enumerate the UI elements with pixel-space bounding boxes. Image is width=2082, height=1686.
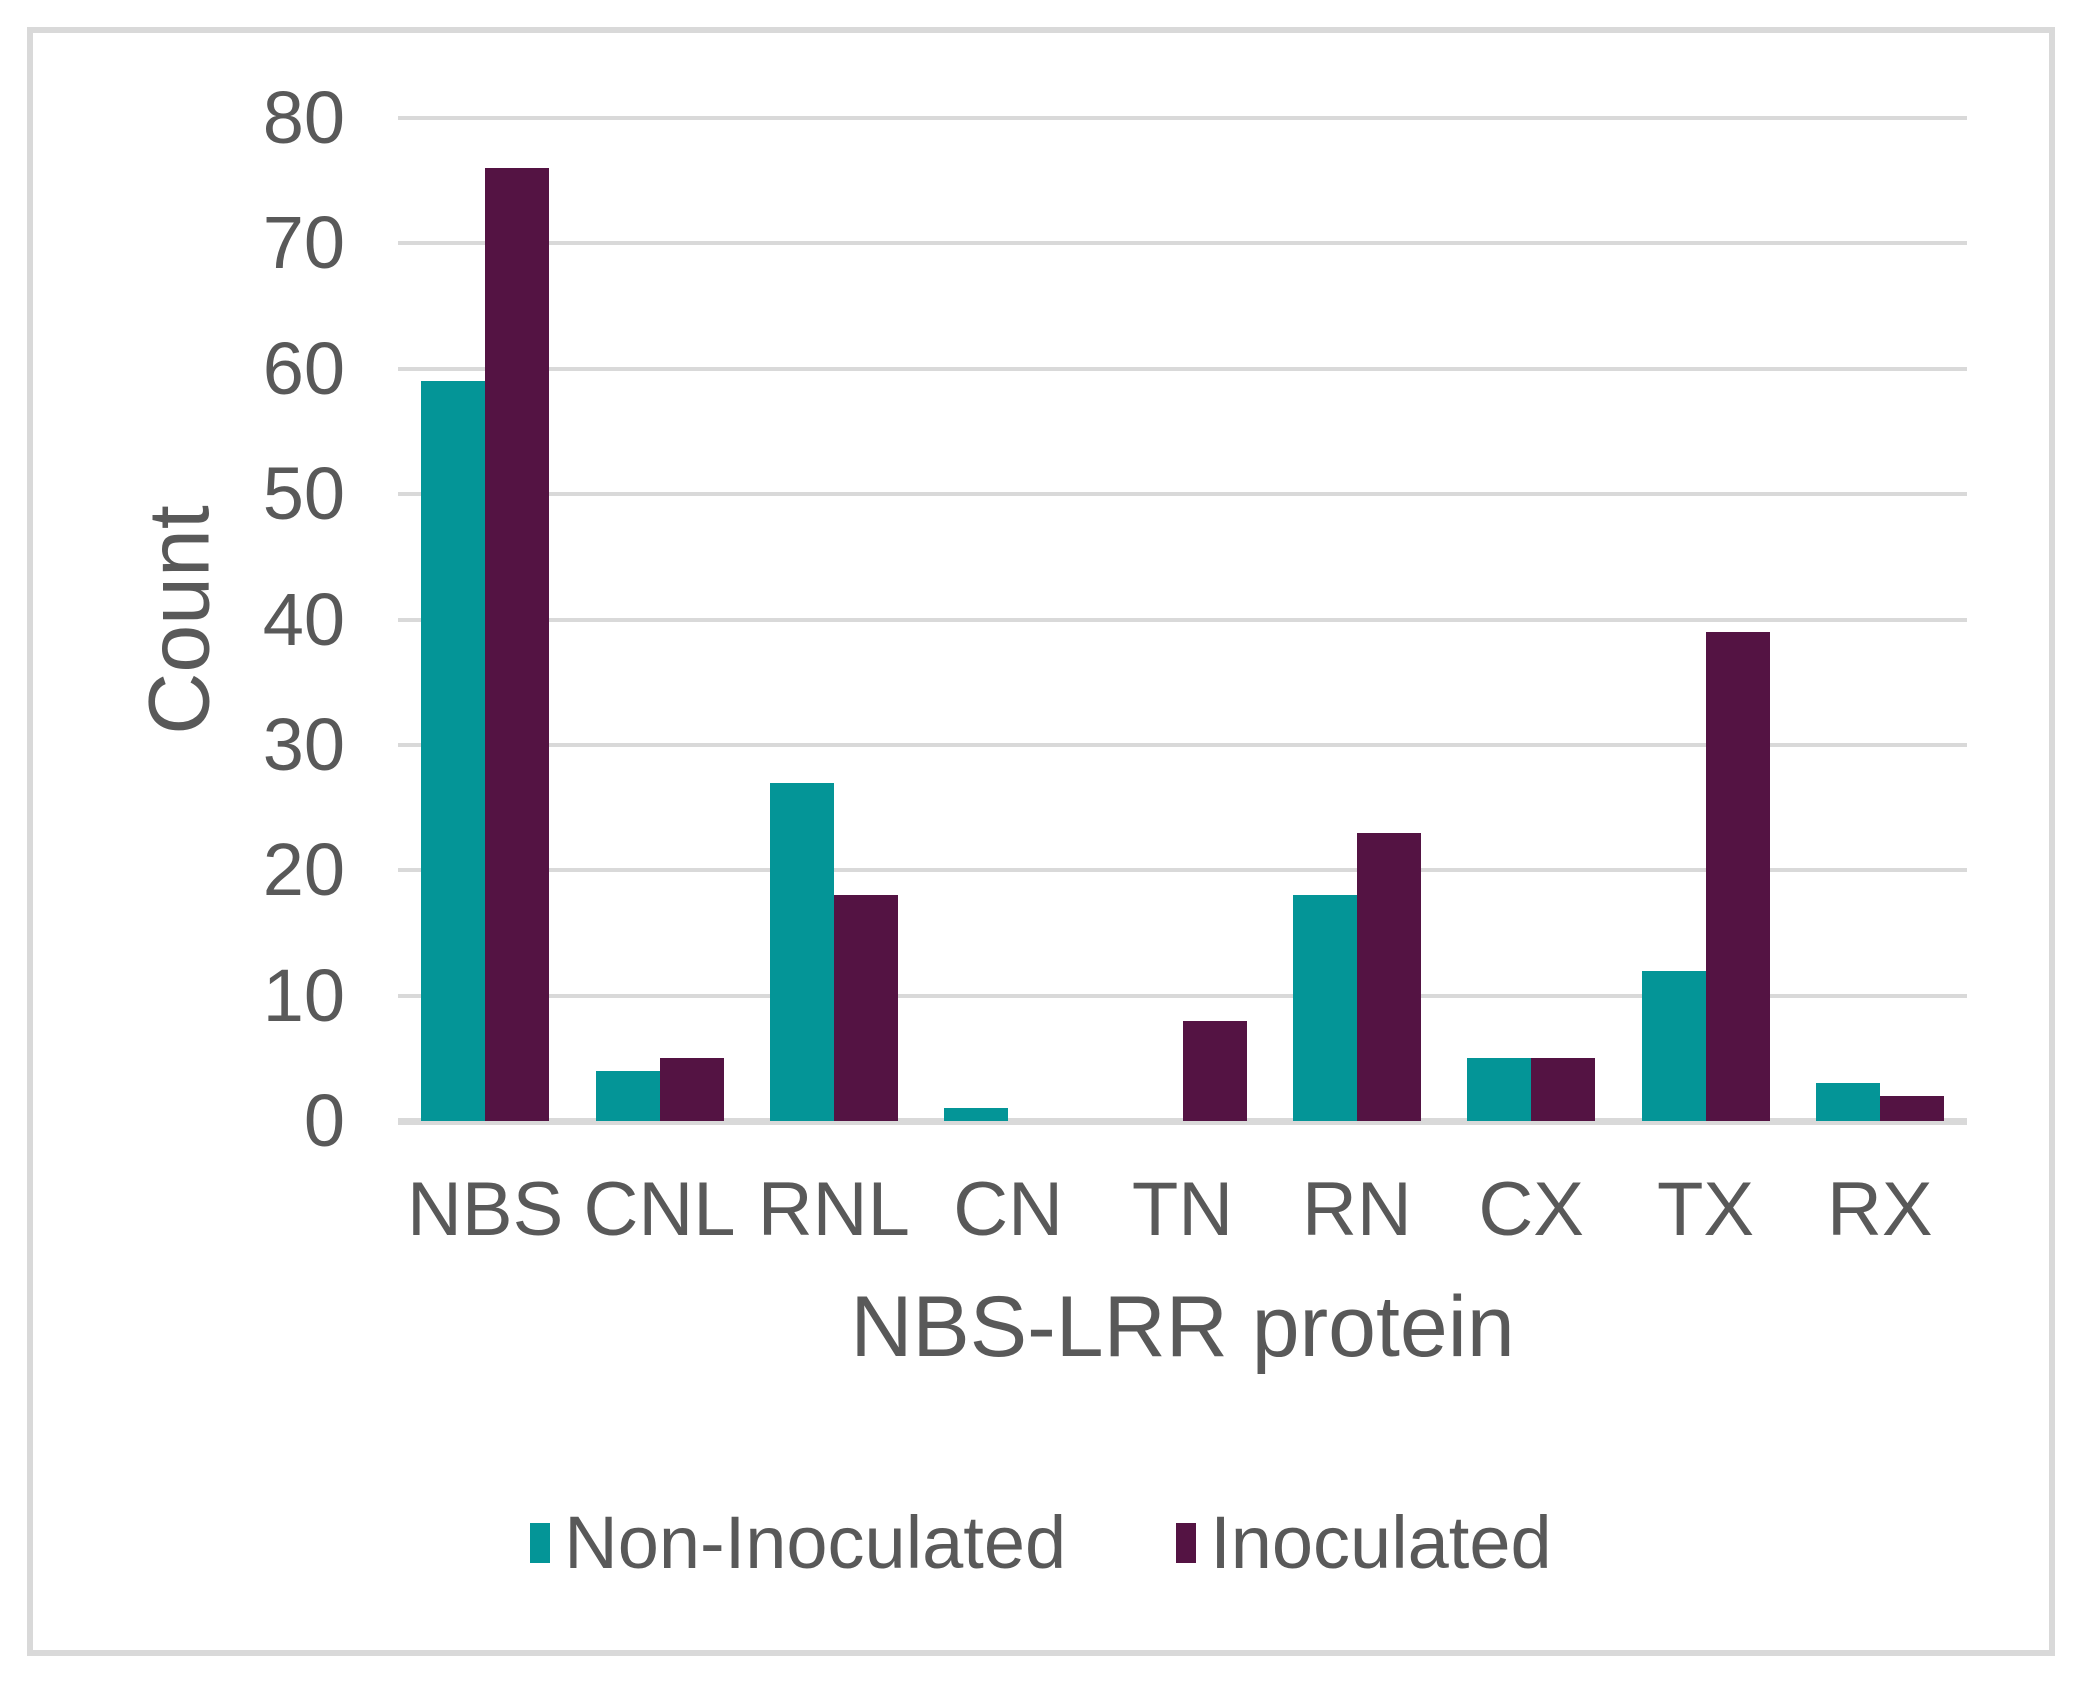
y-gridline-80 <box>398 116 1967 120</box>
legend-label-inoculated: Inoculated <box>1210 1501 1552 1584</box>
bar-cx-inoculated <box>1531 1058 1596 1121</box>
y-tick-label-30: 30 <box>262 702 345 786</box>
legend-label-non-inoculated: Non-Inoculated <box>564 1501 1067 1584</box>
legend-swatch-inoculated <box>1176 1523 1197 1563</box>
bar-nbs-non-inoculated <box>421 381 486 1121</box>
x-axis-line <box>398 1117 1967 1125</box>
bar-cn-non-inoculated <box>944 1108 1009 1121</box>
bar-rnl-inoculated <box>833 895 898 1121</box>
y-axis-title: Count <box>131 505 228 735</box>
x-category-label-tn: TN <box>1131 1167 1234 1252</box>
y-gridline-70 <box>398 241 1967 246</box>
y-tick-label-80: 80 <box>262 76 345 159</box>
bar-rnl-non-inoculated <box>769 782 834 1121</box>
y-tick-label-70: 70 <box>262 201 345 285</box>
x-category-label-rnl: RNL <box>757 1167 910 1252</box>
bar-rx-non-inoculated <box>1815 1083 1880 1121</box>
legend-item-inoculated: Inoculated <box>1176 1506 1552 1580</box>
x-category-label-rx: RX <box>1827 1167 1933 1252</box>
y-gridline-50 <box>398 492 1967 497</box>
bar-nbs-inoculated <box>485 168 550 1121</box>
bar-tx-inoculated <box>1705 632 1770 1121</box>
y-gridline-40 <box>398 617 1967 622</box>
bar-tx-non-inoculated <box>1641 970 1706 1121</box>
x-category-label-tx: TX <box>1656 1167 1755 1252</box>
plot-area <box>398 116 1967 1125</box>
y-tick-label-50: 50 <box>262 452 345 536</box>
y-tick-label-0: 0 <box>303 1079 345 1162</box>
bar-rn-non-inoculated <box>1292 895 1357 1121</box>
bar-tn-inoculated <box>1182 1020 1247 1121</box>
bar-cx-non-inoculated <box>1467 1058 1532 1121</box>
y-gridline-10 <box>398 993 1967 998</box>
x-category-label-cx: CX <box>1478 1167 1584 1252</box>
x-axis-title: NBS-LRR protein <box>850 1279 1515 1375</box>
bar-rx-inoculated <box>1879 1095 1944 1121</box>
y-gridline-30 <box>398 742 1967 747</box>
bar-cnl-non-inoculated <box>595 1070 660 1121</box>
y-tick-label-20: 20 <box>262 828 345 912</box>
legend-item-non-inoculated: Non-Inoculated <box>530 1506 1066 1580</box>
x-category-label-cnl: CNL <box>583 1167 736 1252</box>
legend: Non-Inoculated Inoculated <box>27 1495 2055 1591</box>
x-category-label-rn: RN <box>1301 1167 1412 1252</box>
y-tick-label-40: 40 <box>262 577 345 661</box>
y-gridline-60 <box>398 366 1967 371</box>
x-category-label-nbs: NBS <box>407 1167 564 1252</box>
y-tick-label-10: 10 <box>262 953 345 1037</box>
bar-cnl-inoculated <box>659 1058 724 1121</box>
bar-rn-inoculated <box>1356 832 1421 1121</box>
y-gridline-20 <box>398 868 1967 873</box>
legend-swatch-non-inoculated <box>530 1523 551 1563</box>
y-tick-label-60: 60 <box>262 326 345 410</box>
x-category-label-cn: CN <box>953 1167 1064 1252</box>
